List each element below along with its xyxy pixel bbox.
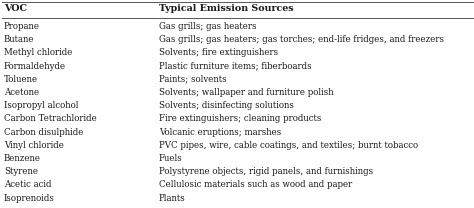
Text: Solvents; fire extinguishers: Solvents; fire extinguishers <box>159 48 278 57</box>
Text: VOC: VOC <box>4 4 27 13</box>
Text: Paints; solvents: Paints; solvents <box>159 75 227 84</box>
Text: Fuels: Fuels <box>159 154 182 163</box>
Text: Solvents; wallpaper and furniture polish: Solvents; wallpaper and furniture polish <box>159 88 333 97</box>
Text: Carbon Tetrachloride: Carbon Tetrachloride <box>4 114 97 123</box>
Text: Fire extinguishers; cleaning products: Fire extinguishers; cleaning products <box>159 114 321 123</box>
Text: Acetone: Acetone <box>4 88 39 97</box>
Text: Propane: Propane <box>4 22 40 31</box>
Text: Carbon disulphide: Carbon disulphide <box>4 128 83 137</box>
Text: Vinyl chloride: Vinyl chloride <box>4 141 64 150</box>
Text: Formaldehyde: Formaldehyde <box>4 62 66 71</box>
Text: Acetic acid: Acetic acid <box>4 180 51 189</box>
Text: Isopropyl alcohol: Isopropyl alcohol <box>4 101 78 110</box>
Text: Plants: Plants <box>159 194 185 203</box>
Text: Volcanic eruptions; marshes: Volcanic eruptions; marshes <box>159 128 281 137</box>
Text: Styrene: Styrene <box>4 167 38 176</box>
Text: Benzene: Benzene <box>4 154 41 163</box>
Text: Gas grills; gas heaters; gas torches; end-life fridges, and freezers: Gas grills; gas heaters; gas torches; en… <box>159 35 444 44</box>
Text: Toluene: Toluene <box>4 75 38 84</box>
Text: Methyl chloride: Methyl chloride <box>4 48 72 57</box>
Text: Cellulosic materials such as wood and paper: Cellulosic materials such as wood and pa… <box>159 180 352 189</box>
Text: Gas grills; gas heaters: Gas grills; gas heaters <box>159 22 256 31</box>
Text: Plastic furniture items; fiberboards: Plastic furniture items; fiberboards <box>159 62 311 71</box>
Text: Isoprenoids: Isoprenoids <box>4 194 55 203</box>
Text: Solvents; disinfecting solutions: Solvents; disinfecting solutions <box>159 101 294 110</box>
Text: Polystyrene objects, rigid panels, and furnishings: Polystyrene objects, rigid panels, and f… <box>159 167 373 176</box>
Text: Butane: Butane <box>4 35 34 44</box>
Text: Typical Emission Sources: Typical Emission Sources <box>159 4 293 13</box>
Text: PVC pipes, wire, cable coatings, and textiles; burnt tobacco: PVC pipes, wire, cable coatings, and tex… <box>159 141 418 150</box>
